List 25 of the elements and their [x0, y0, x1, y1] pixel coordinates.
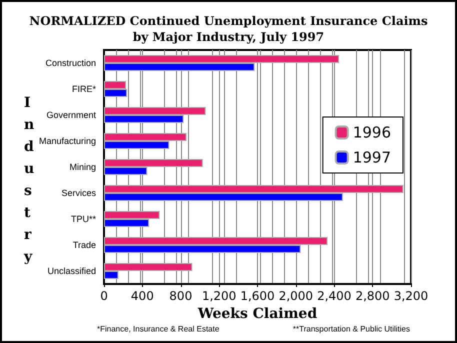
x-axis-title: Weeks Claimed	[196, 306, 318, 322]
x-tick-label: 2,400	[317, 289, 352, 303]
y-tick-label: Services	[61, 188, 96, 198]
y-tick-label: TPU**	[70, 214, 96, 224]
text: *Finance, Insurance & Real Estate	[97, 324, 220, 334]
legend-label: 1996	[352, 124, 392, 142]
y-tick-label: FIRE*	[72, 84, 96, 94]
text: **Transportation & Public Utilities	[292, 324, 410, 334]
legend-label: 1997	[352, 148, 392, 166]
y-axis-title: Industry	[23, 95, 34, 265]
x-tick-label: 1,200	[202, 289, 236, 303]
y-tick-label: Manufacturing	[38, 136, 96, 146]
x-tick-label: 800	[169, 289, 192, 303]
x-tick-label: 2,000	[278, 289, 314, 303]
x-tick-label: 3,200	[394, 289, 428, 303]
x-tick-label: 400	[130, 289, 154, 303]
y-tick-label: Government	[46, 110, 96, 120]
y-tick-label: Construction	[45, 58, 96, 68]
x-tick-label: 0	[100, 289, 108, 303]
y-tick-label: Mining	[69, 162, 96, 172]
chart-title: NORMALIZED Continued Unemployment Insurance Claims by Major Industry, July 1997	[29, 14, 428, 44]
y-tick-label: Trade	[72, 240, 96, 250]
y-tick-label: Unclassified	[47, 266, 96, 276]
x-tick-label: 1,600	[240, 289, 275, 303]
x-tick-label: 2,800	[355, 289, 390, 303]
